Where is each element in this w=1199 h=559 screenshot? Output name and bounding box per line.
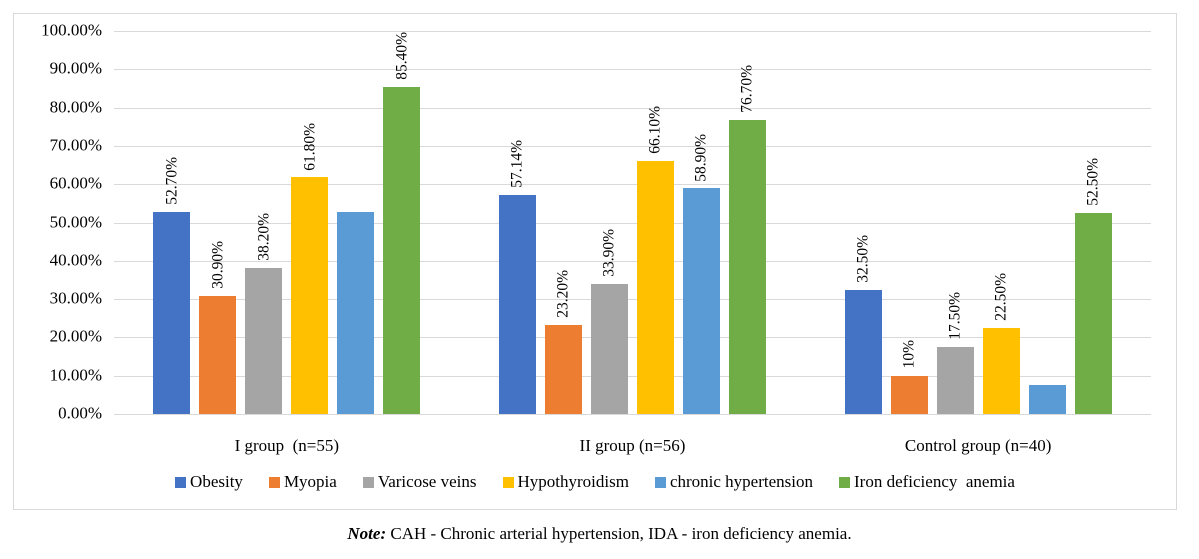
legend-swatch-icon bbox=[175, 476, 187, 488]
bar-hypothyroidism: 66.10% bbox=[636, 106, 674, 414]
y-axis-tick-label: 10.00% bbox=[49, 365, 102, 385]
bar-value-label: 17.50% bbox=[946, 292, 964, 340]
legend: Obesity Myopia Varicose veins Hypothyroidis… bbox=[24, 472, 1166, 492]
bar-iron-deficiency-anemia: 85.40% bbox=[383, 32, 421, 414]
bar-chronic-hypertension: 58.90% bbox=[682, 134, 720, 414]
bar-value-label: 22.50% bbox=[992, 273, 1010, 321]
gridline bbox=[114, 299, 1151, 301]
bar-varicose-veins: 38.20% bbox=[245, 213, 283, 414]
gridline bbox=[114, 145, 1151, 147]
legend-item-myopia: Myopia bbox=[268, 472, 337, 492]
y-axis-tick-label: 80.00% bbox=[49, 97, 102, 117]
y-axis-tick-label: 70.00% bbox=[49, 135, 102, 155]
legend-item-hypothyroidism: Hypothyroidism bbox=[502, 472, 629, 492]
bar-iron-deficiency-anemia: 76.70% bbox=[728, 65, 766, 414]
bar-value-label: 38.20% bbox=[255, 212, 273, 261]
y-axis-tick-label: 60.00% bbox=[49, 173, 102, 193]
y-axis-tick-label: 30.00% bbox=[49, 288, 102, 308]
bar-myopia: 23.20% bbox=[544, 270, 582, 414]
legend-label: Obesity bbox=[190, 472, 243, 491]
gridline bbox=[114, 414, 1151, 415]
bar-myopia: 30.90% bbox=[199, 241, 237, 414]
y-axis-tick-label: 50.00% bbox=[49, 212, 102, 232]
x-axis-category-label: Control group (n=40) bbox=[904, 436, 1052, 455]
legend-swatch-icon bbox=[839, 476, 850, 488]
y-axis-tick-label: 20.00% bbox=[49, 327, 102, 347]
bar-varicose-veins: 17.50% bbox=[936, 292, 974, 414]
y-axis-tick-label: 90.00% bbox=[49, 58, 102, 78]
y-axis-tick-label: 100.00% bbox=[41, 20, 102, 40]
gridline bbox=[114, 31, 1151, 32]
bar-chronic-hypertension bbox=[1028, 385, 1066, 414]
bar-hypothyroidism: 61.80% bbox=[291, 123, 329, 414]
bar-iron-deficiency-anemia: 52.50% bbox=[1074, 158, 1112, 414]
bar-value-label: 66.10% bbox=[646, 106, 664, 154]
bar-value-label: 76.70% bbox=[738, 65, 756, 114]
bar-value-label: 52.70% bbox=[163, 157, 181, 206]
gridline bbox=[114, 337, 1151, 339]
gridline bbox=[114, 184, 1151, 186]
legend-label: Iron deficiency anemia bbox=[854, 472, 1015, 491]
bar-value-label: 61.80% bbox=[301, 122, 319, 171]
note-label: Note: bbox=[347, 524, 387, 543]
bar-chronic-hypertension bbox=[337, 212, 375, 414]
bar-value-label: 10% bbox=[900, 340, 918, 369]
note: Note: CAH - Chronic arterial hypertensio… bbox=[0, 524, 1199, 544]
gridline bbox=[114, 107, 1151, 109]
x-axis-category-label: II group (n=56) bbox=[579, 436, 686, 455]
legend-item-obesity: Obesity bbox=[175, 472, 243, 492]
legend-label: Varicose veins bbox=[377, 472, 477, 491]
bar-value-label: 58.90% bbox=[692, 133, 710, 182]
note-text: CAH - Chronic arterial hypertension, IDA… bbox=[386, 524, 852, 543]
bar-group-3: 32.50% 10% 17.50% 22.50% 52.50% bbox=[805, 31, 1151, 414]
legend-swatch-icon bbox=[268, 476, 280, 488]
y-axis-tick-label: 40.00% bbox=[49, 250, 102, 270]
bar-varicose-veins: 33.90% bbox=[590, 229, 628, 414]
chart-frame: 0.00% 10.00% 20.00% 30.00% 40.00% 50.00% 60.00… bbox=[13, 13, 1177, 510]
gridline bbox=[114, 375, 1151, 377]
bar-obesity: 57.14% bbox=[498, 140, 536, 414]
legend-swatch-icon bbox=[654, 476, 666, 488]
legend-label: Myopia bbox=[283, 472, 337, 491]
bar-obesity: 52.70% bbox=[153, 157, 191, 414]
gridline bbox=[114, 260, 1151, 262]
legend-swatch-icon bbox=[502, 476, 514, 488]
legend-swatch-icon bbox=[362, 476, 374, 488]
legend-item-varicose-veins: Varicose veins bbox=[362, 472, 477, 492]
bar-value-label: 23.20% bbox=[554, 270, 572, 319]
bar-myopia: 10% bbox=[890, 340, 928, 414]
plot-area: 0.00% 10.00% 20.00% 30.00% 40.00% 50.00% 60.00… bbox=[41, 22, 1151, 455]
legend-item-iron-deficiency-anemia: Iron deficiency anemia bbox=[839, 472, 1015, 492]
gridline bbox=[114, 222, 1151, 224]
bar-value-label: 52.50% bbox=[1084, 158, 1102, 206]
y-axis-tick-label: 0.00% bbox=[58, 403, 102, 423]
bar-group-1: 52.70% 30.90% 38.20% 61.80% 85.40% bbox=[114, 31, 460, 414]
bar-value-label: 30.90% bbox=[209, 240, 227, 289]
bar-value-label: 32.50% bbox=[854, 234, 872, 283]
bar-value-label: 33.90% bbox=[600, 229, 618, 278]
legend-label: chronic hypertension bbox=[669, 472, 813, 491]
bar-hypothyroidism: 22.50% bbox=[982, 273, 1020, 414]
gridline bbox=[114, 69, 1151, 71]
x-axis-category-label: I group (n=55) bbox=[234, 436, 340, 455]
legend-label: Hypothyroidism bbox=[517, 472, 629, 491]
bar-group-2: 57.14% 23.20% 33.90% 66.10% 58.90% 76.70% bbox=[460, 31, 806, 414]
legend-item-chronic-hypertension: chronic hypertension bbox=[654, 472, 813, 492]
bar-value-label: 85.40% bbox=[393, 32, 411, 80]
bar-value-label: 57.14% bbox=[508, 140, 526, 189]
bar-obesity: 32.50% bbox=[844, 235, 882, 414]
